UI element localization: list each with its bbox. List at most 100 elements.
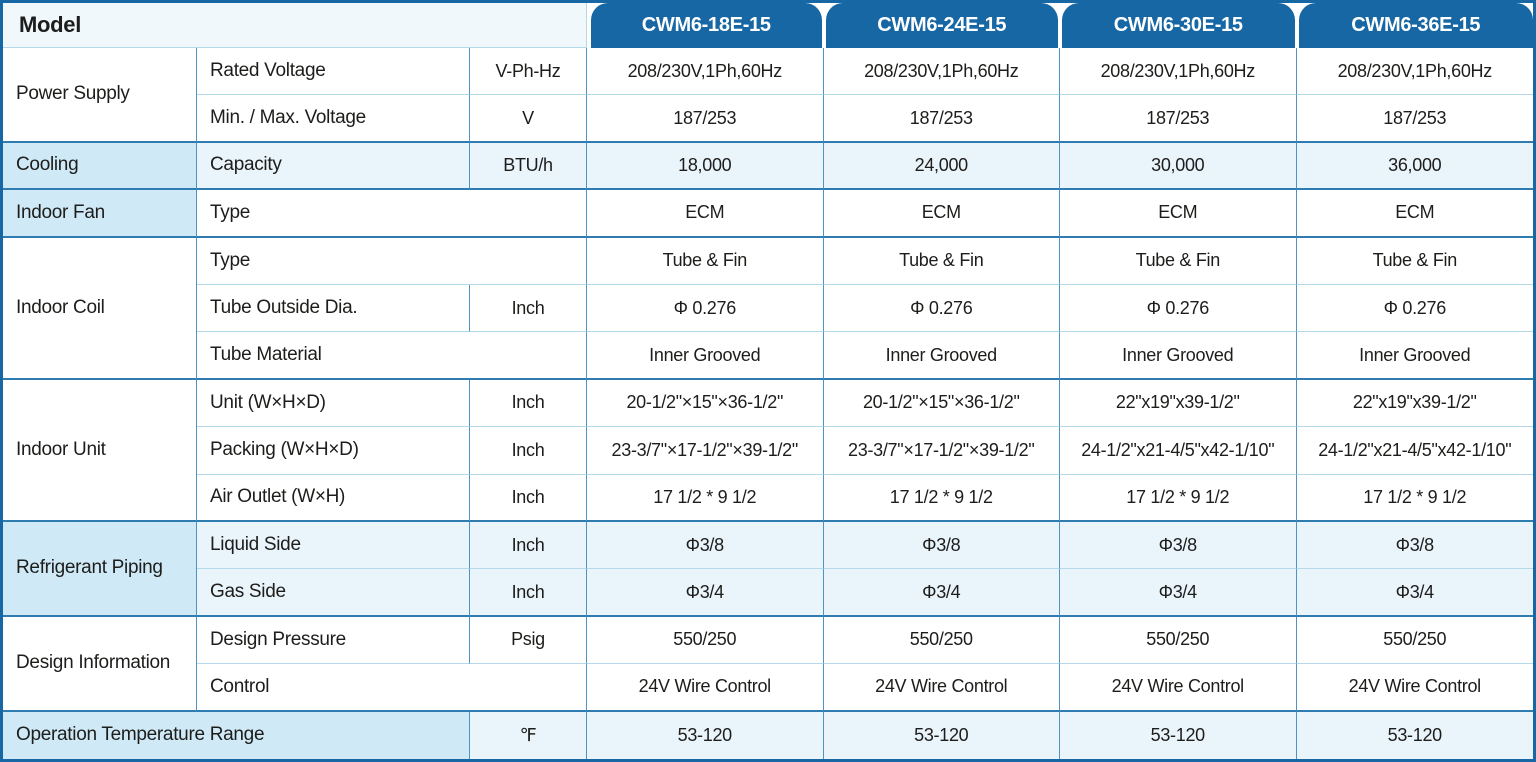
spec-value: 187/253: [1296, 95, 1533, 143]
model-header-cell: Model: [3, 3, 587, 48]
spec-value: 17 1/2 * 9 1/2: [1060, 474, 1297, 522]
param-label: Unit (W×H×D): [197, 379, 470, 428]
section-label: Indoor Coil: [3, 237, 197, 380]
section-label: Indoor Unit: [3, 379, 197, 522]
spec-value: 17 1/2 * 9 1/2: [1296, 474, 1533, 522]
spec-value: 24V Wire Control: [587, 664, 824, 712]
spec-value: Φ 0.276: [1296, 285, 1533, 333]
spec-value: Tube & Fin: [823, 237, 1060, 285]
spec-value: Inner Grooved: [823, 332, 1060, 380]
spec-value: 208/230V,1Ph,60Hz: [587, 48, 824, 96]
param-label: Packing (W×H×D): [197, 427, 470, 475]
spec-value: ECM: [587, 190, 824, 238]
unit-label: Inch: [470, 522, 587, 570]
spec-value: Inner Grooved: [1060, 332, 1297, 380]
param-label: Tube Material: [197, 332, 587, 380]
spec-value: ECM: [823, 190, 1060, 238]
unit-label: BTU/h: [470, 142, 587, 191]
model-tab: CWM6-24E-15: [825, 3, 1058, 48]
spec-value: 187/253: [1060, 95, 1297, 143]
param-label: Liquid Side: [197, 522, 470, 570]
model-tab: CWM6-18E-15: [591, 3, 822, 48]
spec-value: Tube & Fin: [587, 237, 824, 285]
section-label: Refrigerant Piping: [3, 522, 197, 617]
param-label: Air Outlet (W×H): [197, 474, 470, 522]
param-label: Capacity: [197, 142, 470, 191]
section-label: Cooling: [3, 142, 197, 191]
spec-value: Φ3/8: [1296, 522, 1533, 570]
model-tab-cell: CWM6-36E-15: [1296, 3, 1533, 48]
spec-value: 24,000: [823, 142, 1060, 191]
spec-value: 23-3/7"×17-1/2"×39-1/2": [587, 427, 824, 475]
spec-value: 53-120: [823, 711, 1060, 759]
spec-value: 208/230V,1Ph,60Hz: [1296, 48, 1533, 96]
model-tab-cell: CWM6-24E-15: [823, 3, 1060, 48]
param-label: Type: [197, 237, 587, 285]
unit-label: Psig: [470, 616, 587, 665]
unit-label: V-Ph-Hz: [470, 48, 587, 96]
spec-value: 208/230V,1Ph,60Hz: [823, 48, 1060, 96]
spec-value: Tube & Fin: [1296, 237, 1533, 285]
spec-value: Φ3/4: [587, 569, 824, 617]
spec-value: 24V Wire Control: [823, 664, 1060, 712]
unit-label: Inch: [470, 285, 587, 333]
model-tab: CWM6-30E-15: [1062, 3, 1295, 48]
unit-label: Inch: [470, 569, 587, 617]
spec-value: 22"x19"x39-1/2": [1060, 379, 1297, 428]
spec-value: Φ3/4: [1060, 569, 1297, 617]
unit-label: Inch: [470, 427, 587, 475]
spec-value: Φ3/8: [1060, 522, 1297, 570]
param-label: Design Pressure: [197, 616, 470, 665]
spec-value: 23-3/7"×17-1/2"×39-1/2": [823, 427, 1060, 475]
spec-value: 22"x19"x39-1/2": [1296, 379, 1533, 428]
param-label: Control: [197, 664, 587, 712]
spec-value: 208/230V,1Ph,60Hz: [1060, 48, 1297, 96]
spec-value: 53-120: [1296, 711, 1533, 759]
spec-value: 30,000: [1060, 142, 1297, 191]
spec-value: ECM: [1060, 190, 1297, 238]
param-label: Min. / Max. Voltage: [197, 95, 470, 143]
spec-value: 17 1/2 * 9 1/2: [823, 474, 1060, 522]
spec-value: 550/250: [1296, 616, 1533, 665]
spec-value: Inner Grooved: [1296, 332, 1533, 380]
model-tab-cell: CWM6-18E-15: [587, 3, 824, 48]
spec-value: Φ3/8: [587, 522, 824, 570]
spec-value: 187/253: [823, 95, 1060, 143]
spec-value: 24-1/2"x21-4/5"x42-1/10": [1060, 427, 1297, 475]
spec-value: 24-1/2"x21-4/5"x42-1/10": [1296, 427, 1533, 475]
unit-label: V: [470, 95, 587, 143]
spec-value: 187/253: [587, 95, 824, 143]
spec-value: Φ3/4: [1296, 569, 1533, 617]
unit-label: Inch: [470, 379, 587, 428]
spec-value: Φ3/4: [823, 569, 1060, 617]
model-tab-cell: CWM6-30E-15: [1060, 3, 1297, 48]
spec-value: 24V Wire Control: [1060, 664, 1297, 712]
spec-value: 24V Wire Control: [1296, 664, 1533, 712]
model-tab: CWM6-36E-15: [1298, 3, 1533, 48]
unit-label: ℉: [470, 711, 587, 759]
spec-value: 20-1/2"×15"×36-1/2": [587, 379, 824, 428]
section-label: Design Information: [3, 616, 197, 712]
spec-value: Φ 0.276: [1060, 285, 1297, 333]
param-label: Gas Side: [197, 569, 470, 617]
spec-value: ECM: [1296, 190, 1533, 238]
spec-value: 550/250: [823, 616, 1060, 665]
section-label: Operation Temperature Range: [3, 711, 470, 759]
spec-value: 17 1/2 * 9 1/2: [587, 474, 824, 522]
spec-value: Φ 0.276: [587, 285, 824, 333]
spec-value: 550/250: [1060, 616, 1297, 665]
spec-value: 36,000: [1296, 142, 1533, 191]
spec-value: 20-1/2"×15"×36-1/2": [823, 379, 1060, 428]
spec-value: Φ 0.276: [823, 285, 1060, 333]
spec-value: 53-120: [1060, 711, 1297, 759]
param-label: Rated Voltage: [197, 48, 470, 96]
spec-value: 550/250: [587, 616, 824, 665]
section-label: Indoor Fan: [3, 190, 197, 238]
section-label: Power Supply: [3, 48, 197, 143]
model-header-label: Model: [19, 12, 82, 37]
param-label: Type: [197, 190, 587, 238]
spec-value: 53-120: [587, 711, 824, 759]
spec-value: Tube & Fin: [1060, 237, 1297, 285]
spec-value: 18,000: [587, 142, 824, 191]
spec-value: Inner Grooved: [587, 332, 824, 380]
